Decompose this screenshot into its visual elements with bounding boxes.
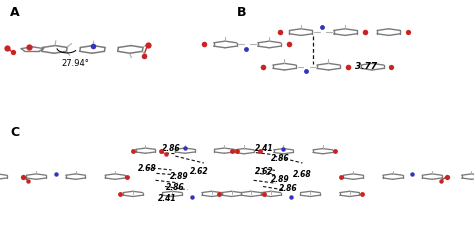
- Text: 2.86: 2.86: [271, 154, 290, 163]
- Text: 27.94°: 27.94°: [62, 59, 90, 68]
- Text: 2.89: 2.89: [271, 175, 290, 184]
- Text: 2.62: 2.62: [255, 167, 274, 176]
- Text: C: C: [10, 126, 19, 139]
- Text: A: A: [10, 6, 20, 19]
- Text: 3.77: 3.77: [355, 62, 377, 71]
- Text: 2.62: 2.62: [190, 167, 209, 176]
- Text: 2.41: 2.41: [157, 194, 176, 203]
- Text: B: B: [237, 6, 246, 19]
- Text: 2.86: 2.86: [162, 144, 181, 153]
- Text: 2.86: 2.86: [166, 183, 185, 192]
- Text: 2.68: 2.68: [293, 170, 312, 179]
- Text: 2.41: 2.41: [255, 144, 274, 153]
- Text: 2.86: 2.86: [279, 184, 298, 193]
- Text: 2.89: 2.89: [170, 172, 189, 181]
- Text: 2.68: 2.68: [137, 164, 156, 173]
